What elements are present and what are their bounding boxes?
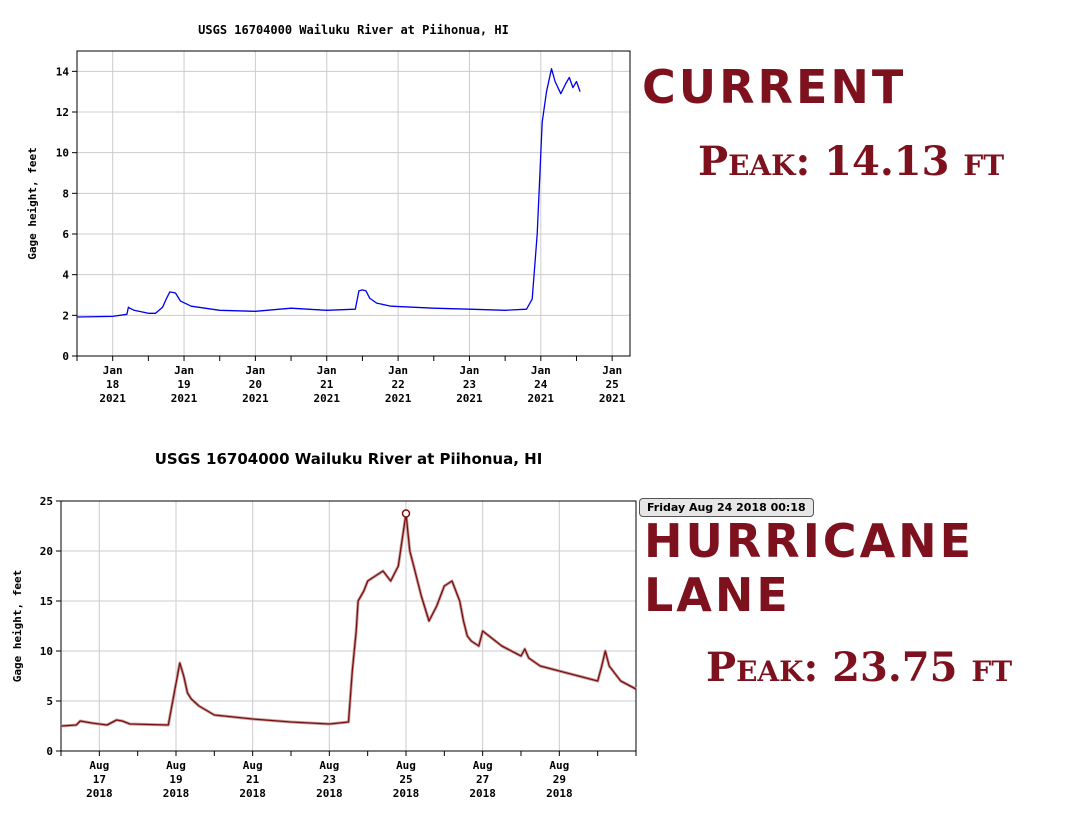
x-tick-line: 25 xyxy=(399,773,412,786)
x-tick-line: 2021 xyxy=(99,392,126,405)
x-tick-line: 19 xyxy=(177,378,190,391)
x-tick-line: 24 xyxy=(534,378,548,391)
y-tick-label: 20 xyxy=(40,545,53,558)
x-tick-label: Aug 17 2018 xyxy=(86,759,113,800)
x-tick-label: Aug 29 2018 xyxy=(546,759,573,800)
y-tick-label: 14 xyxy=(56,65,70,78)
x-tick-label: Jan 21 2021 xyxy=(313,364,340,405)
x-tick-line: Aug xyxy=(243,759,263,772)
x-tick-line: 17 xyxy=(93,773,106,786)
series-line xyxy=(60,512,637,727)
x-tick-label: Jan 24 2021 xyxy=(528,364,555,405)
series-line xyxy=(76,68,581,318)
y-tick-label: 0 xyxy=(46,745,53,758)
x-tick-line: 2018 xyxy=(546,787,573,800)
x-tick-line: Jan xyxy=(103,364,123,377)
y-tick-label: 10 xyxy=(56,147,69,160)
x-tick-line: Aug xyxy=(549,759,569,772)
y-tick-label: 15 xyxy=(40,595,53,608)
current-peak-label: Peak: 14.13 ft xyxy=(698,138,1005,185)
x-tick-line: Aug xyxy=(396,759,416,772)
x-tick-label: Jan 25 2021 xyxy=(599,364,626,405)
hurricane-label-line1: Hurricane xyxy=(644,514,975,568)
y-tick-label: 10 xyxy=(40,645,53,658)
x-tick-line: 2018 xyxy=(469,787,496,800)
x-tick-label: Aug 23 2018 xyxy=(316,759,343,800)
hurricane-label-line2: Lane xyxy=(644,568,791,622)
x-tick-line: Jan xyxy=(531,364,551,377)
x-tick-line: 22 xyxy=(391,378,404,391)
x-tick-line: 2018 xyxy=(239,787,266,800)
x-tick-line: 19 xyxy=(169,773,182,786)
hurricane-peak-label: Peak: 23.75 ft xyxy=(706,644,1013,691)
plot-border xyxy=(60,500,637,752)
x-tick-line: Jan xyxy=(245,364,265,377)
x-tick-line: 2018 xyxy=(393,787,420,800)
x-tick-line: 29 xyxy=(553,773,566,786)
x-tick-line: 2018 xyxy=(163,787,190,800)
x-tick-line: Jan xyxy=(317,364,337,377)
y-tick-label: 4 xyxy=(62,269,69,282)
x-tick-line: 23 xyxy=(323,773,336,786)
y-tick-label: 2 xyxy=(62,309,69,322)
x-tick-label: Jan 18 2021 xyxy=(99,364,126,405)
y-tick-label: 0 xyxy=(62,350,69,363)
x-tick-line: 27 xyxy=(476,773,489,786)
x-tick-line: 18 xyxy=(106,378,119,391)
y-tick-label: 8 xyxy=(62,187,69,200)
x-tick-line: Jan xyxy=(388,364,408,377)
x-tick-line: 2018 xyxy=(86,787,113,800)
x-tick-label: Aug 25 2018 xyxy=(393,759,420,800)
x-tick-line: 23 xyxy=(463,378,476,391)
x-tick-line: 25 xyxy=(606,378,619,391)
plot-area xyxy=(77,51,630,356)
y-tick-label: 25 xyxy=(40,495,53,508)
x-tick-label: Aug 19 2018 xyxy=(163,759,190,800)
y-axis-label: Gage height, feet xyxy=(26,147,39,260)
x-tick-label: Jan 22 2021 xyxy=(385,364,412,405)
x-tick-line: Aug xyxy=(166,759,186,772)
x-tick-line: 2021 xyxy=(599,392,626,405)
plot-border xyxy=(76,50,631,357)
x-tick-line: 2021 xyxy=(313,392,340,405)
chart-title: USGS 16704000 Wailuku River at Piihonua,… xyxy=(198,23,509,37)
x-tick-line: Aug xyxy=(319,759,339,772)
y-tick-label: 6 xyxy=(62,228,69,241)
x-tick-label: Jan 23 2021 xyxy=(456,364,483,405)
x-tick-line: 2021 xyxy=(385,392,412,405)
x-tick-line: 21 xyxy=(246,773,260,786)
x-tick-line: 2018 xyxy=(316,787,343,800)
x-tick-line: 2021 xyxy=(528,392,555,405)
x-tick-line: 21 xyxy=(320,378,334,391)
x-tick-line: Jan xyxy=(174,364,194,377)
x-tick-line: Jan xyxy=(602,364,622,377)
chart-title: USGS 16704000 Wailuku River at Piihonua,… xyxy=(155,450,543,468)
x-tick-line: 20 xyxy=(249,378,262,391)
y-axis-label: Gage height, feet xyxy=(11,570,24,683)
x-tick-line: 2021 xyxy=(171,392,198,405)
x-tick-line: 2021 xyxy=(242,392,269,405)
x-tick-label: Aug 21 2018 xyxy=(239,759,266,800)
y-tick-label: 5 xyxy=(46,695,53,708)
x-tick-line: Jan xyxy=(460,364,480,377)
peak-tooltip: Friday Aug 24 2018 00:18 xyxy=(639,498,814,517)
current-label: Current xyxy=(642,60,907,114)
x-tick-label: Jan 19 2021 xyxy=(171,364,198,405)
x-tick-line: Aug xyxy=(89,759,109,772)
x-tick-label: Aug 27 2018 xyxy=(469,759,496,800)
y-tick-label: 12 xyxy=(56,106,69,119)
x-tick-label: Jan 20 2021 xyxy=(242,364,269,405)
peak-marker xyxy=(401,509,411,518)
x-tick-line: 2021 xyxy=(456,392,483,405)
x-tick-line: Aug xyxy=(473,759,493,772)
